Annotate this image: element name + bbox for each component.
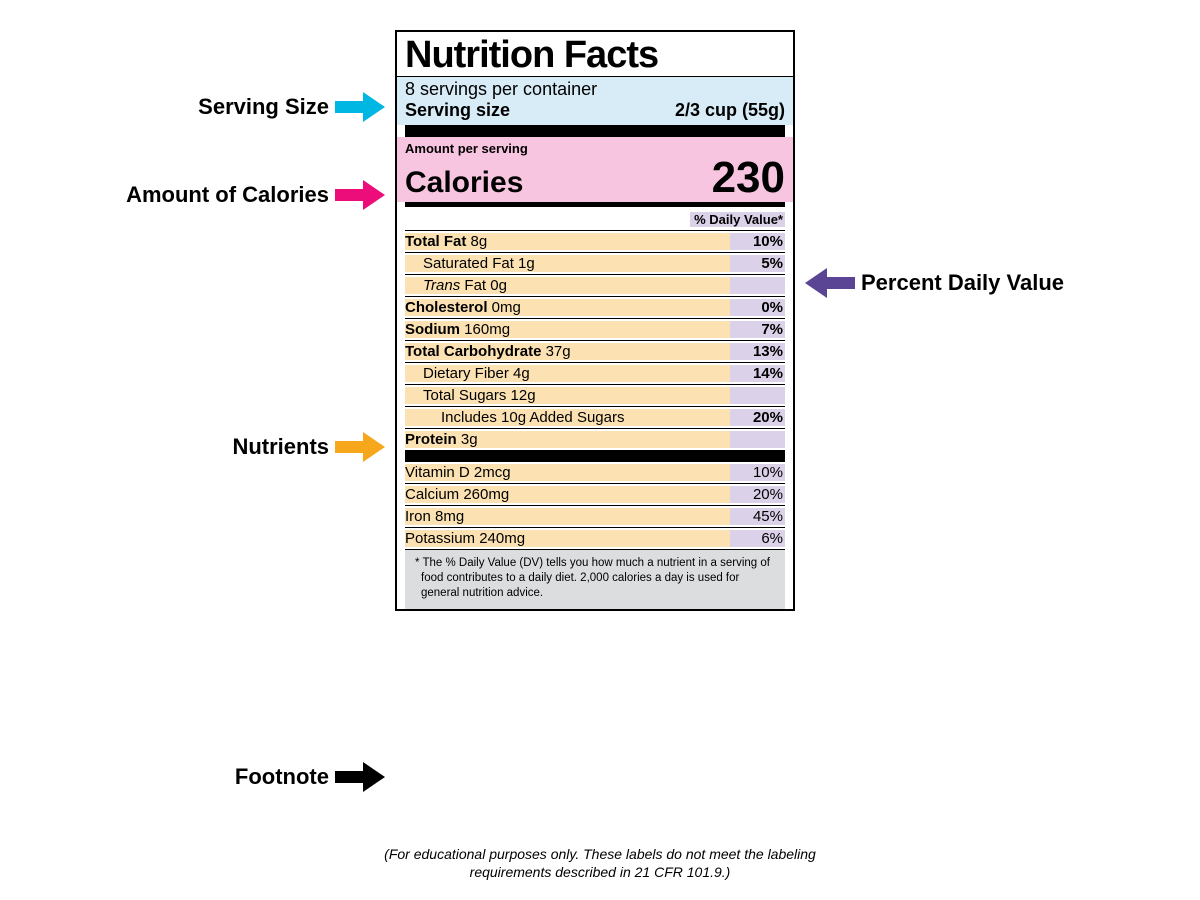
arrow-icon	[803, 268, 855, 298]
arrow-icon	[335, 432, 387, 462]
vitamin-row: Vitamin D 2mcg10%	[405, 462, 785, 484]
arrow-icon	[335, 92, 387, 122]
serving-section: 8 servings per container Serving size 2/…	[397, 76, 793, 125]
divider-bar	[405, 125, 785, 137]
serving-size-label: Serving size	[405, 100, 510, 121]
divider-bar	[405, 450, 785, 462]
nutrient-dv: 0%	[730, 299, 785, 316]
annotation-footnote: Footnote	[235, 762, 393, 792]
vitamin-dv: 45%	[730, 508, 785, 525]
annotation-serving: Serving Size	[198, 92, 393, 122]
nutrient-name: Cholesterol 0mg	[405, 299, 730, 316]
annotation-text: Serving Size	[198, 94, 329, 120]
serving-size-value: 2/3 cup (55g)	[675, 100, 785, 121]
nutrient-row: Trans Fat 0g	[405, 275, 785, 297]
dv-header-row: % Daily Value*	[405, 209, 785, 231]
vitamin-dv: 6%	[730, 530, 785, 547]
nutrient-row: Total Fat 8g10%	[405, 231, 785, 253]
nutrient-row: Dietary Fiber 4g14%	[405, 363, 785, 385]
nutrition-title: Nutrition Facts	[397, 32, 793, 76]
nutrient-dv	[730, 277, 785, 294]
nutrient-name: Total Carbohydrate 37g	[405, 343, 730, 360]
servings-per-container: 8 servings per container	[405, 79, 785, 100]
annotation-text: Percent Daily Value	[861, 270, 1064, 296]
nutrient-dv: 7%	[730, 321, 785, 338]
annotation-dv: Percent Daily Value	[797, 268, 1064, 298]
vitamin-name: Calcium 260mg	[405, 486, 730, 503]
nutrient-dv: 10%	[730, 233, 785, 250]
dv-header-text: % Daily Value*	[690, 212, 785, 227]
nutrient-row: Includes 10g Added Sugars20%	[405, 407, 785, 429]
annotation-text: Amount of Calories	[126, 182, 329, 208]
nutrient-name: Includes 10g Added Sugars	[405, 409, 730, 426]
vitamin-dv: 20%	[730, 486, 785, 503]
nutrient-dv	[730, 431, 785, 448]
nutrient-row: Total Carbohydrate 37g13%	[405, 341, 785, 363]
calories-value: 230	[712, 156, 785, 200]
nutrient-row: Total Sugars 12g	[405, 385, 785, 407]
vitamin-row: Calcium 260mg20%	[405, 484, 785, 506]
nutrient-row: Cholesterol 0mg0%	[405, 297, 785, 319]
divider-bar	[405, 202, 785, 207]
annotation-text: Nutrients	[232, 434, 329, 460]
nutrient-row: Protein 3g	[405, 429, 785, 450]
footnote-text: * The % Daily Value (DV) tells you how m…	[405, 549, 785, 609]
stage: Nutrition Facts 8 servings per container…	[0, 0, 1200, 900]
nutrient-name: Sodium 160mg	[405, 321, 730, 338]
serving-size-row: Serving size 2/3 cup (55g)	[405, 100, 785, 121]
vitamin-row: Potassium 240mg6%	[405, 528, 785, 549]
disclaimer-text: (For educational purposes only. These la…	[350, 845, 850, 881]
nutrient-name: Total Fat 8g	[405, 233, 730, 250]
nutrient-dv: 5%	[730, 255, 785, 272]
nutrient-dv: 20%	[730, 409, 785, 426]
nutrient-dv: 14%	[730, 365, 785, 382]
annotation-calories: Amount of Calories	[126, 180, 393, 210]
nutrient-row: Saturated Fat 1g5%	[405, 253, 785, 275]
arrow-icon	[335, 180, 387, 210]
nutrient-row: Sodium 160mg7%	[405, 319, 785, 341]
vitamin-dv: 10%	[730, 464, 785, 481]
nutrient-dv: 13%	[730, 343, 785, 360]
arrow-icon	[335, 762, 387, 792]
vitamin-name: Vitamin D 2mcg	[405, 464, 730, 481]
nutrient-dv	[730, 387, 785, 404]
vitamin-name: Iron 8mg	[405, 508, 730, 525]
nutrient-name: Protein 3g	[405, 431, 730, 448]
nutrition-label-panel: Nutrition Facts 8 servings per container…	[395, 30, 795, 611]
vitamin-row: Iron 8mg45%	[405, 506, 785, 528]
vitamin-name: Potassium 240mg	[405, 530, 730, 547]
annotation-text: Footnote	[235, 764, 329, 790]
vitamins-container: Vitamin D 2mcg10%Calcium 260mg20%Iron 8m…	[397, 462, 793, 549]
annotation-nutrients: Nutrients	[232, 432, 393, 462]
calories-label: Calories	[405, 168, 523, 198]
calories-section: Amount per serving Calories 230	[397, 137, 793, 202]
nutrient-name: Trans Fat 0g	[405, 277, 730, 294]
nutrients-container: % Daily Value*Total Fat 8g10%Saturated F…	[397, 209, 793, 450]
nutrient-name: Total Sugars 12g	[405, 387, 730, 404]
nutrient-name: Saturated Fat 1g	[405, 255, 730, 272]
nutrient-name: Dietary Fiber 4g	[405, 365, 730, 382]
